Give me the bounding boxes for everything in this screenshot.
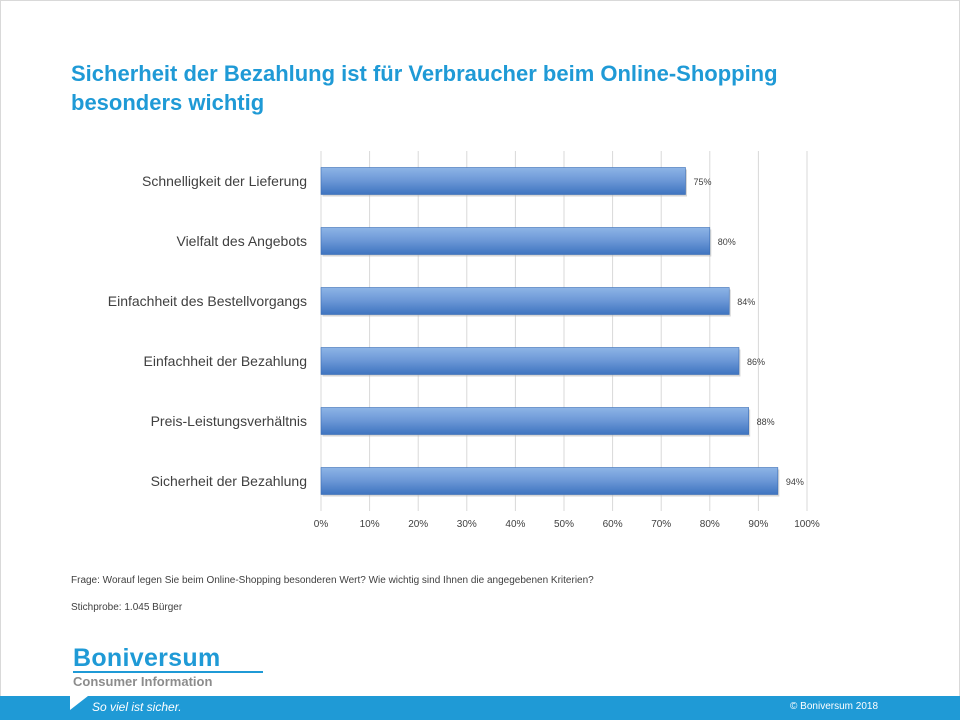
category-label: Schnelligkeit der Lieferung <box>142 173 307 189</box>
footer-slogan: So viel ist sicher. <box>92 700 182 714</box>
bar-chart: 0% 10% 20% 30% 40% 50% 60% 70% 80% 90% 100% Schnell… <box>108 151 820 530</box>
data-label: 86% <box>747 357 765 367</box>
category-label: Einfachheit der Bezahlung <box>144 353 307 369</box>
x-tick-label: 70% <box>651 519 671 530</box>
boniversum-logo: Boniversum Consumer Information <box>73 645 265 690</box>
bar <box>320 407 749 435</box>
survey-question-note: Frage: Worauf legen Sie beim Online-Shop… <box>71 575 594 586</box>
x-tick-label: 20% <box>408 519 428 530</box>
footer-copyright: © Boniversum 2018 <box>790 701 878 712</box>
x-tick-label: 60% <box>603 519 623 530</box>
data-label: 84% <box>737 297 755 307</box>
category-label: Sicherheit der Bezahlung <box>151 473 307 489</box>
bar <box>320 347 740 375</box>
slide-title: Sicherheit der Bezahlung ist für Verbrau… <box>71 59 891 117</box>
x-tick-label: 40% <box>505 519 525 530</box>
sample-size-note: Stichprobe: 1.045 Bürger <box>71 602 183 613</box>
x-tick-label: 90% <box>748 519 768 530</box>
x-tick-label: 50% <box>554 519 574 530</box>
x-tick-label: 10% <box>360 519 380 530</box>
logo-name: Boniversum <box>73 644 221 672</box>
logo-subtitle: Consumer Information <box>73 674 213 689</box>
x-tick-label: 30% <box>457 519 477 530</box>
footer-notch <box>70 696 88 710</box>
bar <box>320 227 711 255</box>
logo-divider <box>73 671 263 673</box>
category-label: Preis-Leistungsverhältnis <box>151 413 307 429</box>
x-tick-label: 100% <box>794 519 820 530</box>
x-tick-label: 80% <box>700 519 720 530</box>
bar <box>320 467 779 495</box>
data-label: 88% <box>757 417 775 427</box>
data-label: 94% <box>786 477 804 487</box>
footer-bar <box>0 696 960 720</box>
x-tick-label: 0% <box>314 519 329 530</box>
category-label: Einfachheit des Bestellvorgangs <box>108 293 307 309</box>
data-label: 75% <box>694 177 712 187</box>
category-label: Vielfalt des Angebots <box>176 233 307 249</box>
data-label: 80% <box>718 237 736 247</box>
slide-title-line-1: Sicherheit der Bezahlung ist für Verbrau… <box>71 61 778 86</box>
bar <box>320 167 686 195</box>
bar <box>320 287 730 315</box>
slide-title-line-2: besonders wichtig <box>71 90 265 115</box>
